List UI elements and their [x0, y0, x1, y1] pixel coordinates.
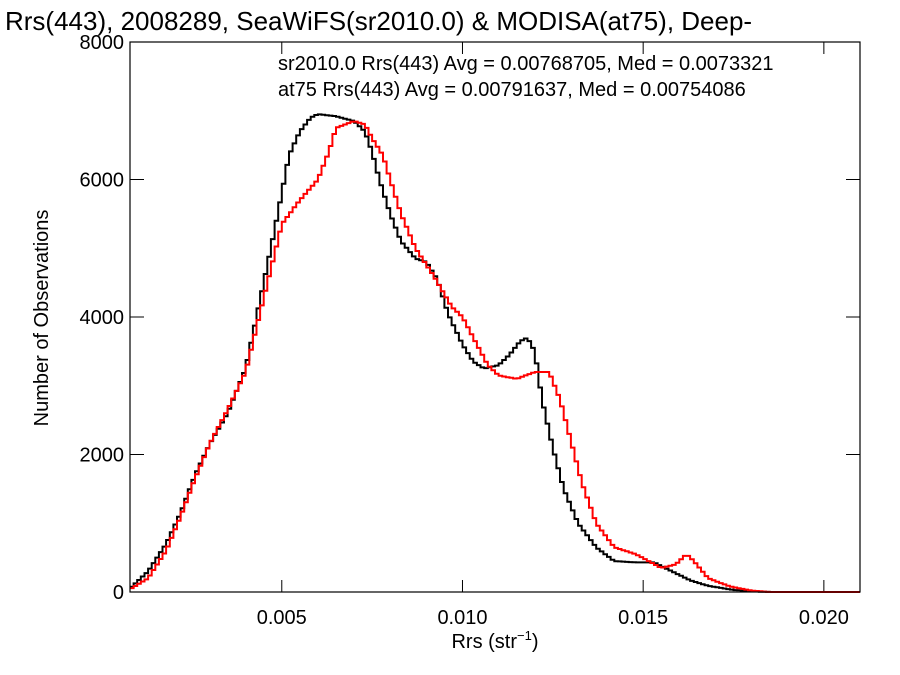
plot-frame [129, 41, 861, 593]
y-tick-labels: 0 2000 4000 6000 8000 [80, 32, 125, 604]
y-tick-label: 4000 [80, 307, 125, 329]
x-tick-label: 0.005 [257, 607, 307, 629]
y-tick-label: 0 [113, 582, 124, 604]
x-tick-label: 0.020 [799, 607, 849, 629]
y-tick-label: 6000 [80, 170, 125, 192]
x-axis-label-main: Rrs (str [451, 631, 517, 653]
tick-marks [130, 41, 860, 593]
x-axis-label-suffix: ) [532, 631, 539, 653]
x-axis-label: Rrs (str−1) [451, 628, 538, 653]
series-layer [130, 113, 860, 593]
stat-line-sr2010: sr2010.0 Rrs(443) Avg = 0.00768705, Med … [278, 53, 774, 75]
x-tick-labels: 0.005 0.010 0.015 0.020 [257, 607, 849, 629]
y-tick-label: 8000 [80, 32, 125, 54]
stat-line-at75: at75 Rrs(443) Avg = 0.00791637, Med = 0.… [278, 79, 746, 101]
x-tick-label: 0.010 [437, 607, 487, 629]
y-axis-label: Number of Observations [31, 210, 53, 427]
series-sr2010-line [130, 113, 860, 593]
series-at75-line [130, 120, 860, 593]
y-tick-label: 2000 [80, 445, 125, 467]
chart-title: Rrs(443), 2008289, SeaWiFS(sr2010.0) & M… [5, 6, 752, 36]
x-axis-label-superscript: −1 [517, 628, 532, 643]
x-tick-label: 0.015 [618, 607, 668, 629]
